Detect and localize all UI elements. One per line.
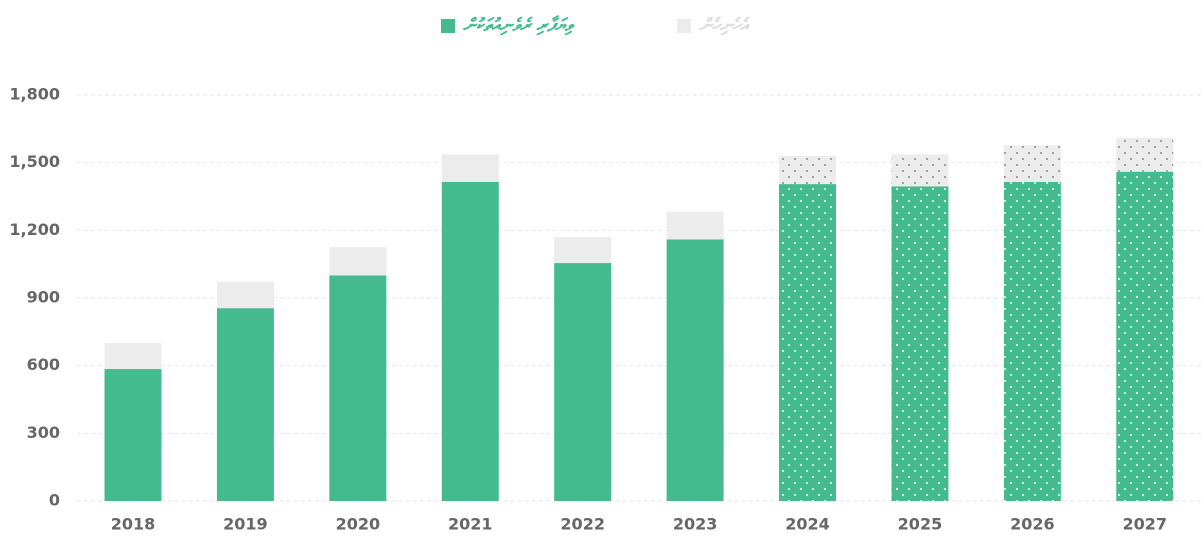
- bar-dots: [1116, 137, 1174, 172]
- bar-dots: [779, 184, 837, 501]
- x-tick-label: 2018: [111, 515, 156, 534]
- x-tick-label: 2020: [336, 515, 381, 534]
- bar-segment: [329, 247, 387, 276]
- bar-segment: [554, 263, 612, 501]
- bar-segment: [666, 211, 724, 240]
- x-tick-label: 2026: [1010, 515, 1055, 534]
- y-tick-label: 900: [27, 288, 60, 307]
- x-tick-label: 2021: [448, 515, 493, 534]
- bar-segment: [104, 343, 162, 370]
- bar-dots: [1003, 181, 1061, 502]
- legend-label: ވިޔަފާރި ރެވެނިއުތަކުން: [463, 15, 575, 36]
- bar-dots: [1116, 171, 1174, 501]
- y-tick-label: 1,200: [9, 220, 60, 239]
- y-tick-label: 1,500: [9, 152, 60, 171]
- x-tick-label: 2023: [673, 515, 718, 534]
- y-tick-label: 600: [27, 355, 60, 374]
- x-tick-label: 2024: [785, 515, 830, 534]
- y-tick-label: 300: [27, 423, 60, 442]
- y-tick-label: 0: [49, 491, 60, 510]
- bar-segment: [216, 308, 274, 501]
- bar-segment: [104, 369, 162, 501]
- bar-dots: [891, 154, 949, 187]
- legend-swatch: [677, 19, 691, 33]
- bar-segment: [666, 239, 724, 501]
- legend-label: އެހެނިހެން: [699, 15, 750, 36]
- bar-dots: [779, 155, 837, 185]
- bar-dots: [891, 186, 949, 501]
- bar-segment: [216, 281, 274, 309]
- x-tick-label: 2022: [560, 515, 605, 534]
- x-tick-label: 2019: [223, 515, 268, 534]
- x-tick-label: 2025: [898, 515, 943, 534]
- legend-swatch: [441, 19, 455, 33]
- bar-segment: [441, 181, 499, 502]
- bar-segment: [329, 275, 387, 501]
- bar-segment: [441, 154, 499, 182]
- bar-segment: [554, 237, 612, 264]
- x-tick-label: 2027: [1123, 515, 1168, 534]
- bar-dots: [1003, 145, 1061, 182]
- y-tick-label: 1,800: [9, 85, 60, 104]
